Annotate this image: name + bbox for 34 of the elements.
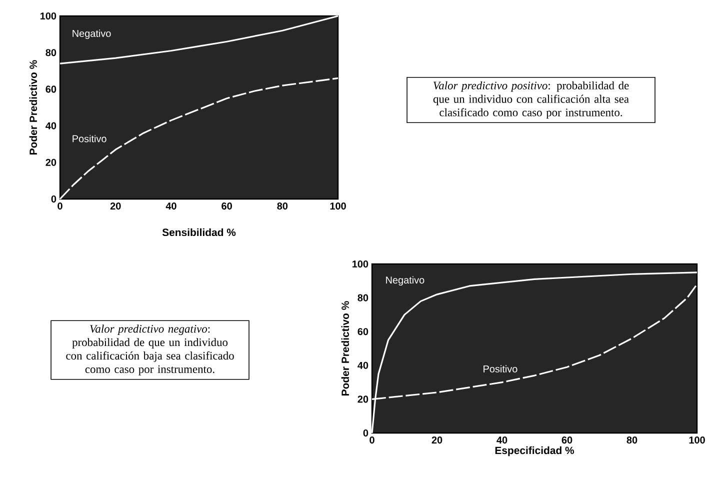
- y-tick-label: 20: [358, 396, 368, 403]
- y-tick-label: 40: [46, 122, 56, 130]
- series-label: Positivo: [484, 365, 518, 372]
- y-tick-label: 80: [358, 294, 368, 302]
- x-tick-label: 60: [562, 436, 572, 444]
- y-tick-label: 0: [51, 195, 56, 203]
- x-axis-title: Especificidad %: [495, 446, 574, 456]
- text: Valor predictivo positivo: probabilidad de que un individuo con calificación alta sea clasificado como caso por instrumento.: [433, 81, 629, 119]
- y-tick-label: 40: [358, 362, 368, 369]
- x-tick-label: 40: [496, 436, 508, 444]
- x-tick-label: 0: [58, 202, 62, 210]
- series-label: Negativo: [386, 276, 424, 286]
- x-tick-label: 20: [110, 202, 121, 210]
- x-tick-label: 40: [166, 202, 176, 210]
- x-tick-label: 60: [222, 202, 232, 210]
- x-axis-title: Sensibilidad %: [162, 228, 236, 236]
- x-tick-label: 100: [689, 436, 705, 444]
- y-tick-label: 60: [46, 86, 56, 93]
- x-tick-label: 20: [432, 436, 442, 444]
- series-label: Positivo: [72, 134, 106, 142]
- y-tick-label: 100: [352, 260, 368, 268]
- x-tick-label: 100: [330, 202, 346, 210]
- series-label: Negativo: [72, 30, 111, 39]
- x-tick-label: 80: [626, 436, 638, 444]
- y-tick-label: 60: [358, 328, 368, 336]
- y-axis-title: Poder Predictivo %: [29, 60, 38, 154]
- y-tick-label: 80: [46, 49, 56, 56]
- text: Valor predictivo negativo: probabilidad de que un individuo con calificación baja sea clasificado como caso por instrumento.: [66, 324, 234, 376]
- y-tick-label: 0: [363, 429, 368, 437]
- x-tick-label: 80: [277, 202, 288, 210]
- y-tick-label: 100: [40, 12, 56, 20]
- y-axis-title: Poder Predictivo %: [341, 301, 350, 396]
- y-tick-label: 20: [46, 158, 56, 166]
- x-tick-label: 0: [370, 436, 374, 444]
